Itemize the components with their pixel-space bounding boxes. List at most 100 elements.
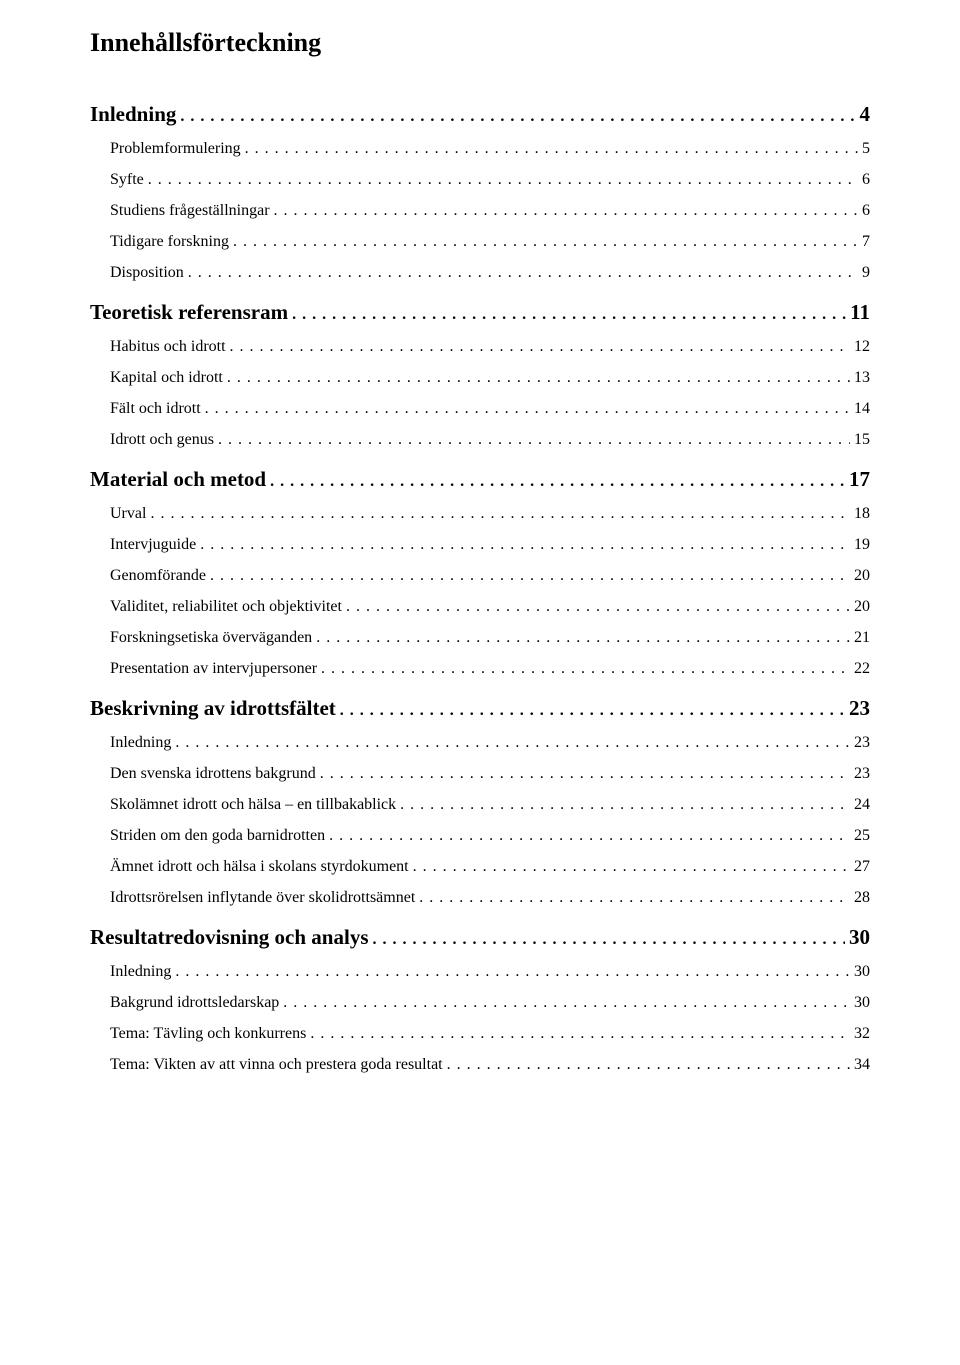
toc-entry-page: 11	[850, 300, 870, 325]
toc-leader-dots: . . . . . . . . . . . . . . . . . . . . …	[200, 536, 850, 554]
toc-entry-label: Idrott och genus	[110, 431, 214, 449]
toc-leader-dots: . . . . . . . . . . . . . . . . . . . . …	[340, 702, 845, 720]
toc-leader-dots: . . . . . . . . . . . . . . . . . . . . …	[188, 264, 858, 282]
toc-entry-page: 23	[854, 734, 870, 752]
toc-entry-label: Beskrivning av idrottsfältet	[90, 696, 336, 721]
toc-entry-label: Problemformulering	[110, 140, 241, 158]
toc-entry-label: Inledning	[90, 102, 176, 127]
toc-entry-label: Kapital och idrott	[110, 369, 223, 387]
toc-entry-label: Striden om den goda barnidrotten	[110, 827, 325, 845]
toc-leader-dots: . . . . . . . . . . . . . . . . . . . . …	[175, 963, 850, 981]
toc-entry-page: 28	[854, 889, 870, 907]
toc-entry: Intervjuguide. . . . . . . . . . . . . .…	[90, 536, 870, 554]
toc-entry-label: Resultatredovisning och analys	[90, 925, 369, 950]
toc-leader-dots: . . . . . . . . . . . . . . . . . . . . …	[447, 1056, 850, 1074]
toc-leader-dots: . . . . . . . . . . . . . . . . . . . . …	[413, 858, 850, 876]
toc-entry: Validitet, reliabilitet och objektivitet…	[90, 598, 870, 616]
toc-leader-dots: . . . . . . . . . . . . . . . . . . . . …	[227, 369, 850, 387]
toc-leader-dots: . . . . . . . . . . . . . . . . . . . . …	[270, 473, 845, 491]
toc-entry: Resultatredovisning och analys. . . . . …	[90, 925, 870, 950]
toc-entry-page: 30	[854, 963, 870, 981]
toc-leader-dots: . . . . . . . . . . . . . . . . . . . . …	[320, 765, 850, 783]
toc-entry-page: 30	[849, 925, 870, 950]
toc-entry: Problemformulering. . . . . . . . . . . …	[90, 140, 870, 158]
toc-entry: Skolämnet idrott och hälsa – en tillbaka…	[90, 796, 870, 814]
toc-entry-page: 6	[862, 202, 870, 220]
toc-entry: Forskningsetiska överväganden. . . . . .…	[90, 629, 870, 647]
toc-leader-dots: . . . . . . . . . . . . . . . . . . . . …	[180, 108, 855, 126]
toc-entry-label: Teoretisk referensram	[90, 300, 288, 325]
toc-leader-dots: . . . . . . . . . . . . . . . . . . . . …	[419, 889, 850, 907]
toc-entry-label: Inledning	[110, 963, 171, 981]
toc-entry-label: Fält och idrott	[110, 400, 201, 418]
toc-leader-dots: . . . . . . . . . . . . . . . . . . . . …	[233, 233, 858, 251]
toc-entry-page: 21	[854, 629, 870, 647]
toc-entry-page: 34	[854, 1056, 870, 1074]
toc-entry-page: 12	[854, 338, 870, 356]
toc-entry: Inledning. . . . . . . . . . . . . . . .…	[90, 734, 870, 752]
toc-leader-dots: . . . . . . . . . . . . . . . . . . . . …	[230, 338, 850, 356]
toc-entry-label: Syfte	[110, 171, 144, 189]
toc-entry: Urval. . . . . . . . . . . . . . . . . .…	[90, 505, 870, 523]
toc-entry: Material och metod. . . . . . . . . . . …	[90, 467, 870, 492]
toc-leader-dots: . . . . . . . . . . . . . . . . . . . . …	[205, 400, 850, 418]
toc-entry-page: 20	[854, 567, 870, 585]
toc-entry-page: 23	[854, 765, 870, 783]
toc-entry-label: Tema: Vikten av att vinna och prestera g…	[110, 1056, 443, 1074]
toc-entry-label: Den svenska idrottens bakgrund	[110, 765, 316, 783]
toc-leader-dots: . . . . . . . . . . . . . . . . . . . . …	[373, 931, 846, 949]
toc-entry: Habitus och idrott. . . . . . . . . . . …	[90, 338, 870, 356]
toc-entry: Inledning. . . . . . . . . . . . . . . .…	[90, 102, 870, 127]
toc-entry-page: 27	[854, 858, 870, 876]
toc-entry-label: Presentation av intervjupersoner	[110, 660, 317, 678]
toc-entry-label: Urval	[110, 505, 146, 523]
toc-leader-dots: . . . . . . . . . . . . . . . . . . . . …	[321, 660, 850, 678]
toc-entry-label: Intervjuguide	[110, 536, 196, 554]
toc-leader-dots: . . . . . . . . . . . . . . . . . . . . …	[210, 567, 850, 585]
toc-entry: Fält och idrott. . . . . . . . . . . . .…	[90, 400, 870, 418]
toc-entry-page: 9	[862, 264, 870, 282]
toc-entry: Beskrivning av idrottsfältet. . . . . . …	[90, 696, 870, 721]
toc-entry: Tema: Vikten av att vinna och prestera g…	[90, 1056, 870, 1074]
toc-entry-page: 23	[849, 696, 870, 721]
toc-entry: Den svenska idrottens bakgrund. . . . . …	[90, 765, 870, 783]
toc-entry: Striden om den goda barnidrotten. . . . …	[90, 827, 870, 845]
toc-entry-page: 4	[860, 102, 871, 127]
toc-entry-page: 19	[854, 536, 870, 554]
toc-entry-page: 30	[854, 994, 870, 1012]
toc-leader-dots: . . . . . . . . . . . . . . . . . . . . …	[310, 1025, 850, 1043]
toc-leader-dots: . . . . . . . . . . . . . . . . . . . . …	[316, 629, 850, 647]
toc-entry-page: 13	[854, 369, 870, 387]
toc-entry: Idrottsrörelsen inflytande över skolidro…	[90, 889, 870, 907]
toc-entry: Idrott och genus. . . . . . . . . . . . …	[90, 431, 870, 449]
toc-entry: Bakgrund idrottsledarskap. . . . . . . .…	[90, 994, 870, 1012]
toc-entry-label: Idrottsrörelsen inflytande över skolidro…	[110, 889, 415, 907]
toc-entry-label: Inledning	[110, 734, 171, 752]
toc-entry-page: 17	[849, 467, 870, 492]
toc-entry: Presentation av intervjupersoner. . . . …	[90, 660, 870, 678]
toc-entry: Ämnet idrott och hälsa i skolans styrdok…	[90, 858, 870, 876]
toc-entry-label: Genomförande	[110, 567, 206, 585]
toc-entry-label: Disposition	[110, 264, 184, 282]
toc-entry-label: Tidigare forskning	[110, 233, 229, 251]
toc-leader-dots: . . . . . . . . . . . . . . . . . . . . …	[346, 598, 850, 616]
toc-entry-page: 14	[854, 400, 870, 418]
toc-entry-page: 5	[862, 140, 870, 158]
toc-entry: Disposition. . . . . . . . . . . . . . .…	[90, 264, 870, 282]
toc-entry: Teoretisk referensram. . . . . . . . . .…	[90, 300, 870, 325]
toc-entry-page: 18	[854, 505, 870, 523]
toc-entry-page: 7	[862, 233, 870, 251]
toc-entry: Inledning. . . . . . . . . . . . . . . .…	[90, 963, 870, 981]
toc-entry: Syfte. . . . . . . . . . . . . . . . . .…	[90, 171, 870, 189]
toc-entry-page: 15	[854, 431, 870, 449]
page-title: Innehållsförteckning	[90, 28, 870, 58]
toc-entry: Kapital och idrott. . . . . . . . . . . …	[90, 369, 870, 387]
toc-leader-dots: . . . . . . . . . . . . . . . . . . . . …	[329, 827, 850, 845]
toc-entry-page: 20	[854, 598, 870, 616]
toc-entry-label: Forskningsetiska överväganden	[110, 629, 312, 647]
toc-entry-label: Studiens frågeställningar	[110, 202, 270, 220]
toc-leader-dots: . . . . . . . . . . . . . . . . . . . . …	[274, 202, 858, 220]
toc-leader-dots: . . . . . . . . . . . . . . . . . . . . …	[245, 140, 858, 158]
toc-leader-dots: . . . . . . . . . . . . . . . . . . . . …	[283, 994, 850, 1012]
toc-entry-label: Ämnet idrott och hälsa i skolans styrdok…	[110, 858, 409, 876]
